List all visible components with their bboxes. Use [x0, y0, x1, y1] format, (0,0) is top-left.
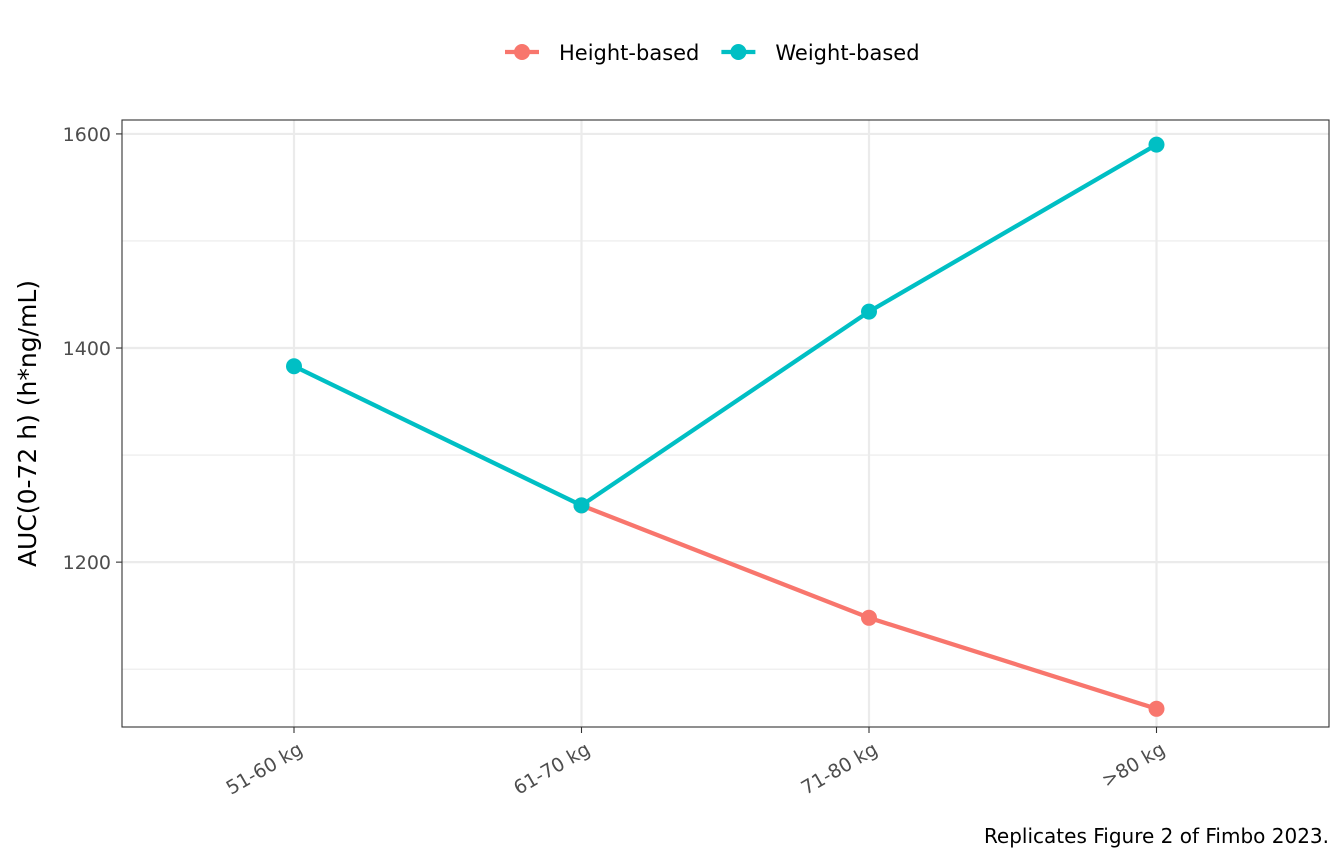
y-tick-label: 1600: [63, 124, 111, 146]
legend: Height-based Weight-based: [505, 41, 920, 65]
data-point-weight-based: [1148, 136, 1165, 153]
chart-caption: Replicates Figure 2 of Fimbo 2023.: [984, 824, 1329, 848]
y-tick-label: 1200: [63, 552, 111, 574]
series-layer: [286, 136, 1165, 717]
data-point-height-based: [861, 609, 877, 626]
minor-gridlines: [122, 240, 1329, 670]
major-gridlines: [122, 120, 1329, 727]
data-point-weight-based: [861, 303, 877, 320]
y-tick-label: 1400: [63, 338, 111, 360]
data-point-height-based: [1148, 700, 1165, 717]
plot-panel-border: [121, 119, 1330, 728]
legend-key-point: [514, 44, 530, 60]
legend-key-point: [730, 44, 747, 60]
y-axis-title: AUC(0-72 h) (h*ng/mL): [13, 280, 42, 567]
legend-item-height-based: Height-based: [505, 41, 699, 65]
data-point-weight-based: [573, 497, 590, 514]
legend-label: Weight-based: [775, 41, 919, 65]
series-line-weight-based: [293, 142, 1158, 508]
data-point-weight-based: [286, 358, 302, 375]
legend-item-weight-based: Weight-based: [721, 41, 920, 65]
legend-label: Height-based: [559, 41, 699, 65]
y-axis: 1200 1400 1600: [63, 124, 122, 574]
